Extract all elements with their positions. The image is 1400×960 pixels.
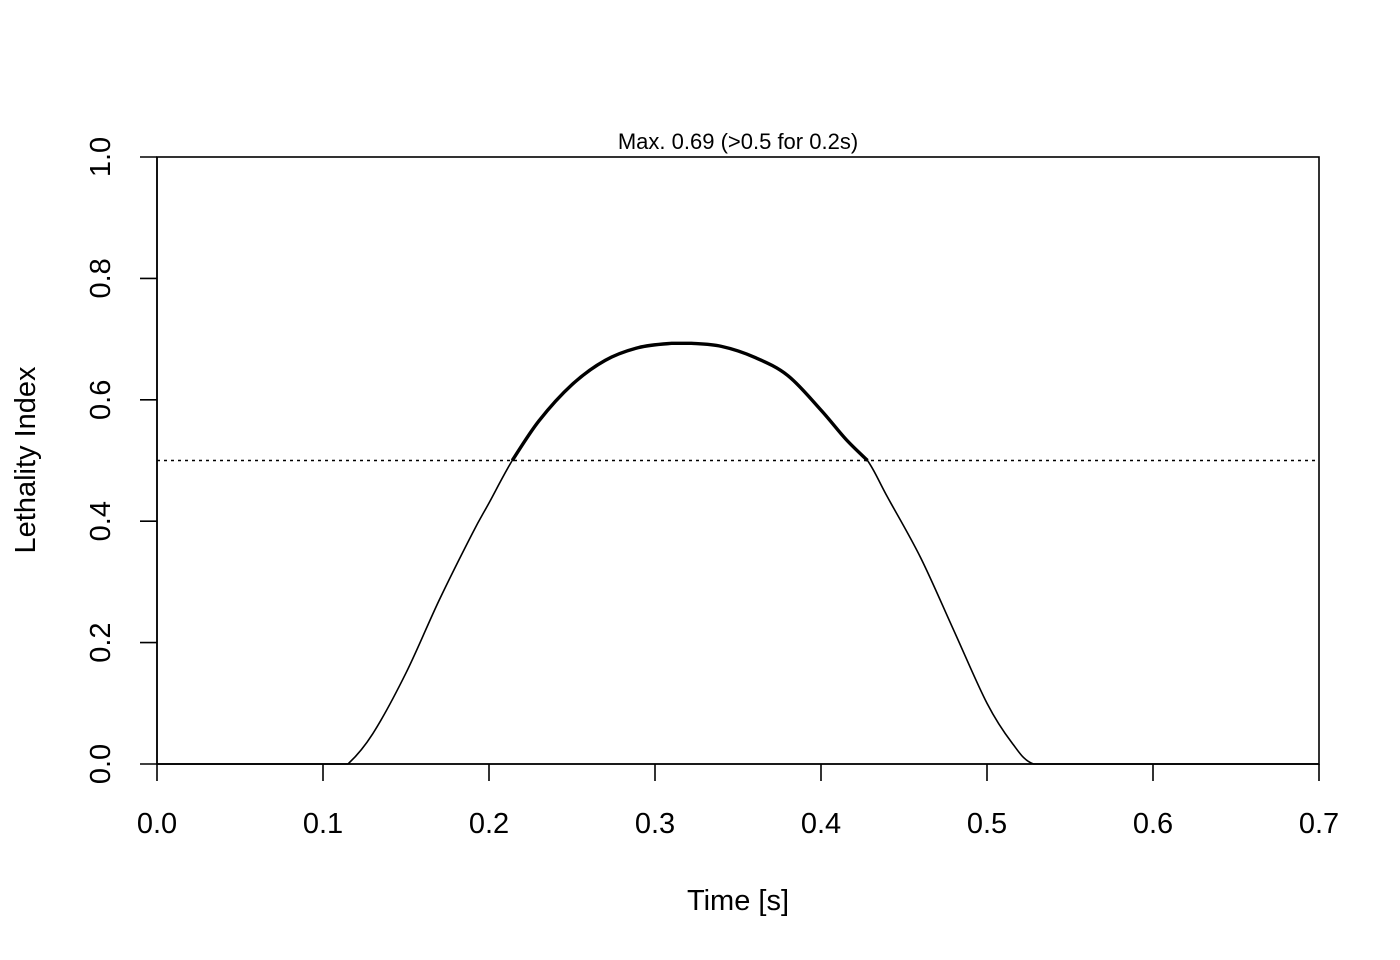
y-axis: 0.0 0.2 0.4 0.6 0.8 1.0 [85, 137, 158, 784]
y-tick-label: 0.2 [85, 622, 117, 662]
x-axis-title: Time [s] [687, 885, 789, 917]
y-axis-title: Lethality Index [10, 366, 42, 554]
series-line-above-threshold [510, 341, 869, 462]
x-tick-label: 0.5 [967, 808, 1007, 840]
x-tick-label: 0.6 [1133, 808, 1173, 840]
y-tick-label: 0.8 [85, 258, 117, 298]
x-tick-label: 0.3 [635, 808, 675, 840]
y-tick-label: 0.6 [85, 380, 117, 420]
x-tick-label: 0.4 [801, 808, 841, 840]
plot-marks [157, 341, 1319, 765]
x-tick-label: 0.2 [469, 808, 509, 840]
y-tick-label: 0.4 [85, 501, 117, 541]
series-line [157, 342, 1319, 765]
x-tick-label: 0.1 [303, 808, 343, 840]
x-axis: 0.0 0.1 0.2 0.3 0.4 0.5 0.6 0.7 [137, 763, 1339, 840]
chart-title: Max. 0.69 (>0.5 for 0.2s) [618, 129, 858, 154]
x-tick-label: 0.7 [1299, 808, 1339, 840]
x-tick-label: 0.0 [137, 808, 177, 840]
y-tick-label: 1.0 [85, 137, 117, 177]
y-tick-label: 0.0 [85, 744, 117, 784]
